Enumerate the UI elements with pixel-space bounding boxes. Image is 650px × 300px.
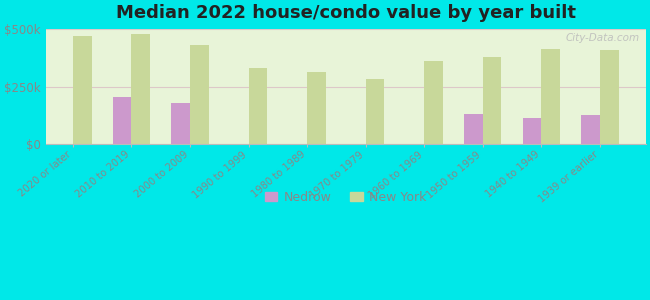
Bar (581, 115, 600, 144)
Bar (112, 97, 131, 144)
Bar (600, 50, 619, 144)
Bar (190, 45, 209, 144)
Bar (73, 36, 92, 144)
Title: Median 2022 house/condo value by year built: Median 2022 house/condo value by year bu… (116, 4, 576, 22)
Bar (307, 72, 326, 144)
Bar (424, 61, 443, 144)
Text: City-Data.com: City-Data.com (566, 33, 640, 43)
Bar (483, 57, 501, 144)
Bar (523, 118, 541, 144)
Bar (366, 79, 384, 144)
Bar (131, 34, 150, 144)
Bar (172, 103, 190, 144)
Legend: Nedrow, New York: Nedrow, New York (260, 186, 432, 209)
Bar (248, 68, 267, 144)
Bar (464, 114, 483, 144)
Bar (541, 49, 560, 144)
